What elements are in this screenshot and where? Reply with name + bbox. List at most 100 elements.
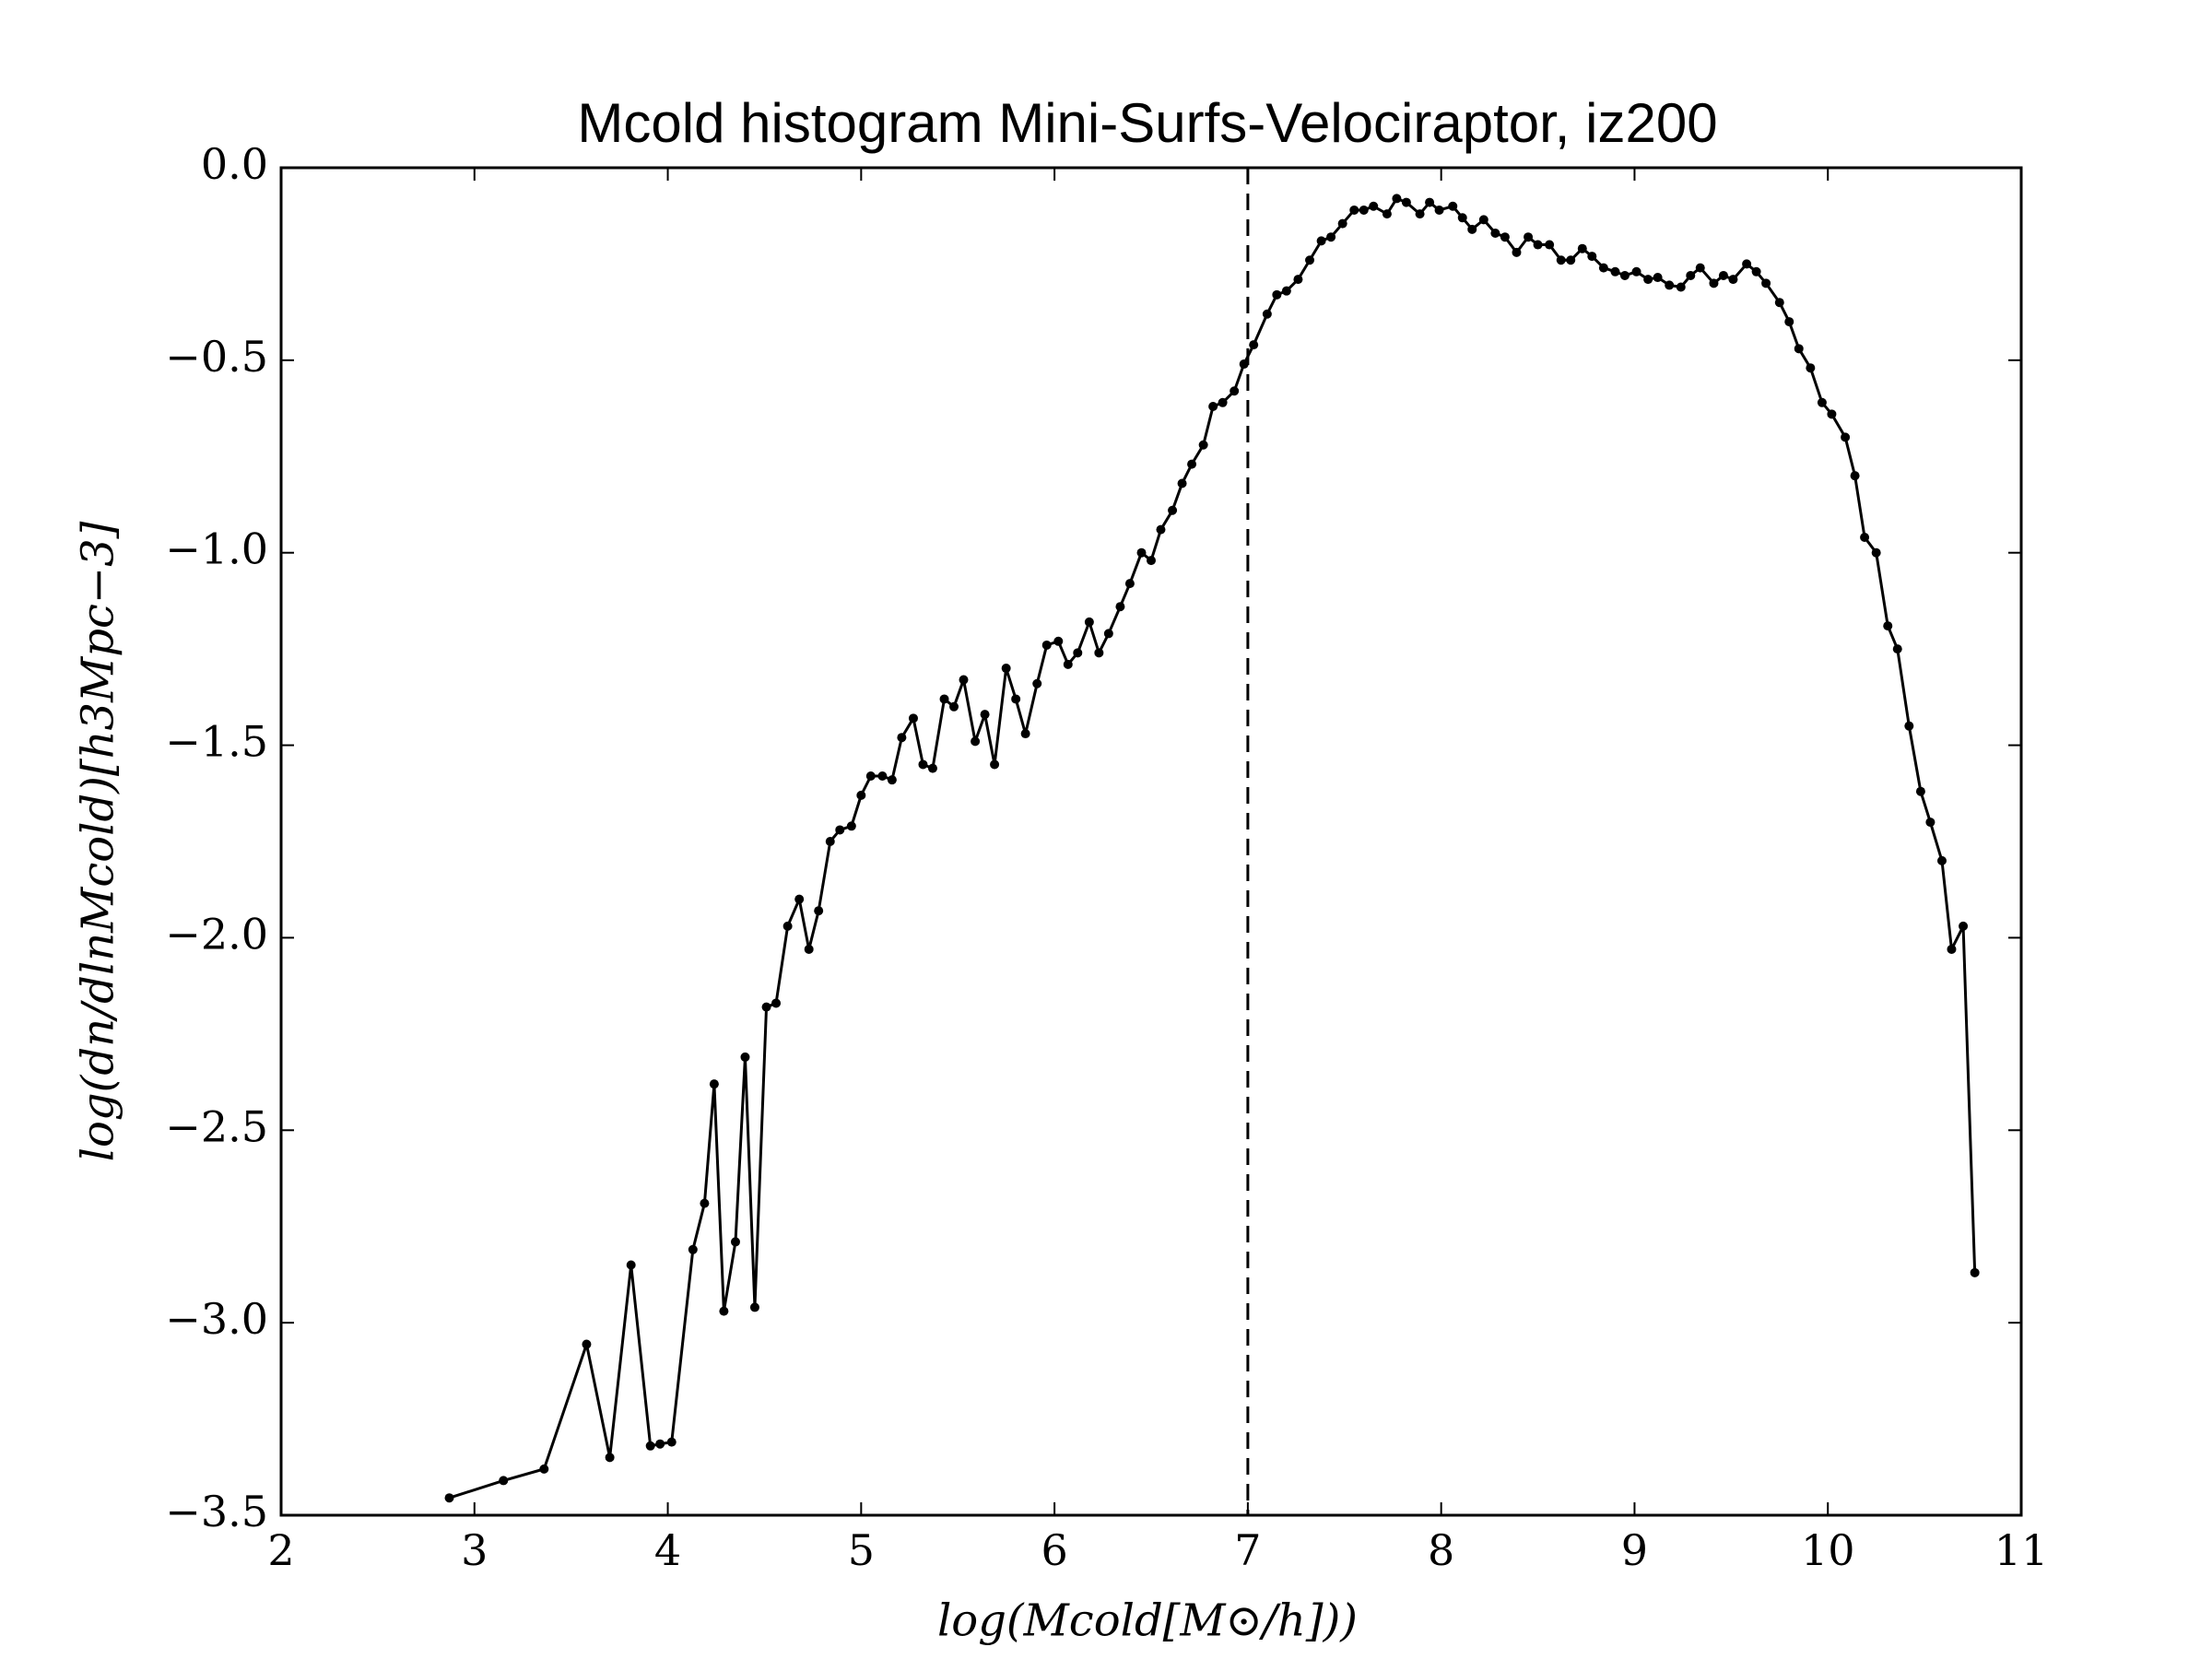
data-point <box>1817 397 1827 407</box>
data-point <box>1272 289 1282 300</box>
data-point <box>1136 547 1147 558</box>
data-point <box>1032 678 1042 688</box>
data-point <box>655 1439 665 1449</box>
data-point <box>1500 232 1510 242</box>
data-point <box>1147 556 1156 566</box>
data-point <box>1349 205 1359 215</box>
data-point <box>1841 432 1851 442</box>
data-point <box>1382 209 1392 219</box>
data-point <box>1883 621 1893 631</box>
x-tick-label: 7 <box>1234 1525 1261 1575</box>
data-point <box>1695 263 1705 273</box>
data-point <box>1806 363 1816 373</box>
data-point <box>1794 344 1804 354</box>
data-point <box>1871 547 1881 558</box>
data-point <box>1053 636 1064 646</box>
x-tick-label: 10 <box>1801 1525 1855 1575</box>
data-point <box>700 1198 710 1208</box>
data-point <box>1262 309 1272 319</box>
data-point <box>1239 359 1249 370</box>
data-line <box>449 196 1977 1500</box>
y-axis-label: log(dn/dlnMcold)[h3Mpc−3] <box>73 521 124 1161</box>
data-point <box>1187 459 1197 469</box>
data-point <box>1947 944 1957 954</box>
chart-title: Mcold histogram Mini-Surfs-Velociraptor,… <box>577 92 1717 154</box>
data-point <box>1011 694 1021 704</box>
x-tick-label: 11 <box>1994 1525 2049 1575</box>
data-point <box>1676 282 1686 292</box>
data-point <box>1198 440 1208 450</box>
data-point <box>1281 286 1291 296</box>
data-point <box>1619 270 1630 280</box>
data-point <box>865 771 876 781</box>
data-point <box>444 1493 454 1503</box>
data-point <box>1566 255 1576 265</box>
data-point <box>1892 644 1902 654</box>
data-point <box>908 713 918 724</box>
data-point <box>1392 194 1402 204</box>
data-point <box>1587 252 1597 262</box>
data-point <box>1904 721 1914 731</box>
data-point <box>1478 215 1488 225</box>
data-point <box>719 1306 729 1316</box>
data-point <box>1936 855 1947 865</box>
data-point <box>1850 471 1860 481</box>
data-point <box>1457 213 1467 223</box>
data-point <box>1208 401 1218 411</box>
data-point <box>709 1079 719 1089</box>
x-tick-label: 6 <box>1041 1525 1067 1575</box>
data-point <box>927 763 937 773</box>
data-point <box>645 1441 655 1451</box>
y-tick-label: −2.0 <box>165 909 268 959</box>
data-point <box>1084 617 1094 627</box>
data-point <box>582 1339 592 1349</box>
data-point <box>1041 640 1052 650</box>
y-tick-label: −3.0 <box>165 1294 268 1344</box>
data-point <box>1761 278 1771 288</box>
data-point <box>990 759 1000 770</box>
x-tick-label: 2 <box>267 1525 294 1575</box>
data-point <box>1434 205 1444 215</box>
data-point <box>782 921 793 931</box>
data-point <box>1467 224 1477 234</box>
y-tick-label: −2.5 <box>165 1101 268 1151</box>
data-point <box>761 1002 771 1012</box>
data-point <box>1915 786 1925 796</box>
data-point <box>1610 266 1620 276</box>
data-point <box>949 701 959 712</box>
y-tick-label: −3.5 <box>165 1487 268 1536</box>
data-point <box>1326 232 1336 242</box>
data-point <box>1063 659 1073 669</box>
x-tick-label: 8 <box>1428 1525 1454 1575</box>
data-point <box>1524 232 1534 242</box>
data-point <box>1115 602 1125 612</box>
data-point <box>887 775 897 785</box>
data-point <box>1020 729 1030 739</box>
data-point <box>1094 648 1104 658</box>
data-point <box>1643 275 1653 285</box>
data-point <box>1827 409 1837 419</box>
data-point <box>1168 505 1178 515</box>
data-point <box>835 825 845 835</box>
data-point <box>1751 266 1761 276</box>
data-point <box>749 1302 759 1312</box>
data-point <box>1177 478 1187 488</box>
data-point <box>1124 579 1135 589</box>
y-tick-label: −0.5 <box>165 332 268 382</box>
data-point <box>1709 278 1719 288</box>
data-point <box>814 906 824 916</box>
data-point <box>1577 243 1587 253</box>
data-point <box>1742 259 1752 269</box>
data-point <box>825 837 835 846</box>
y-tick-label: −1.5 <box>165 717 268 767</box>
data-point <box>1925 818 1936 828</box>
data-point <box>846 821 856 831</box>
data-point <box>1784 317 1794 327</box>
data-point <box>794 894 805 904</box>
data-point <box>1103 629 1113 639</box>
data-point <box>1686 270 1696 280</box>
data-point <box>626 1260 636 1270</box>
data-point <box>1728 275 1738 285</box>
data-point <box>1001 664 1011 674</box>
x-tick-label: 5 <box>848 1525 875 1575</box>
